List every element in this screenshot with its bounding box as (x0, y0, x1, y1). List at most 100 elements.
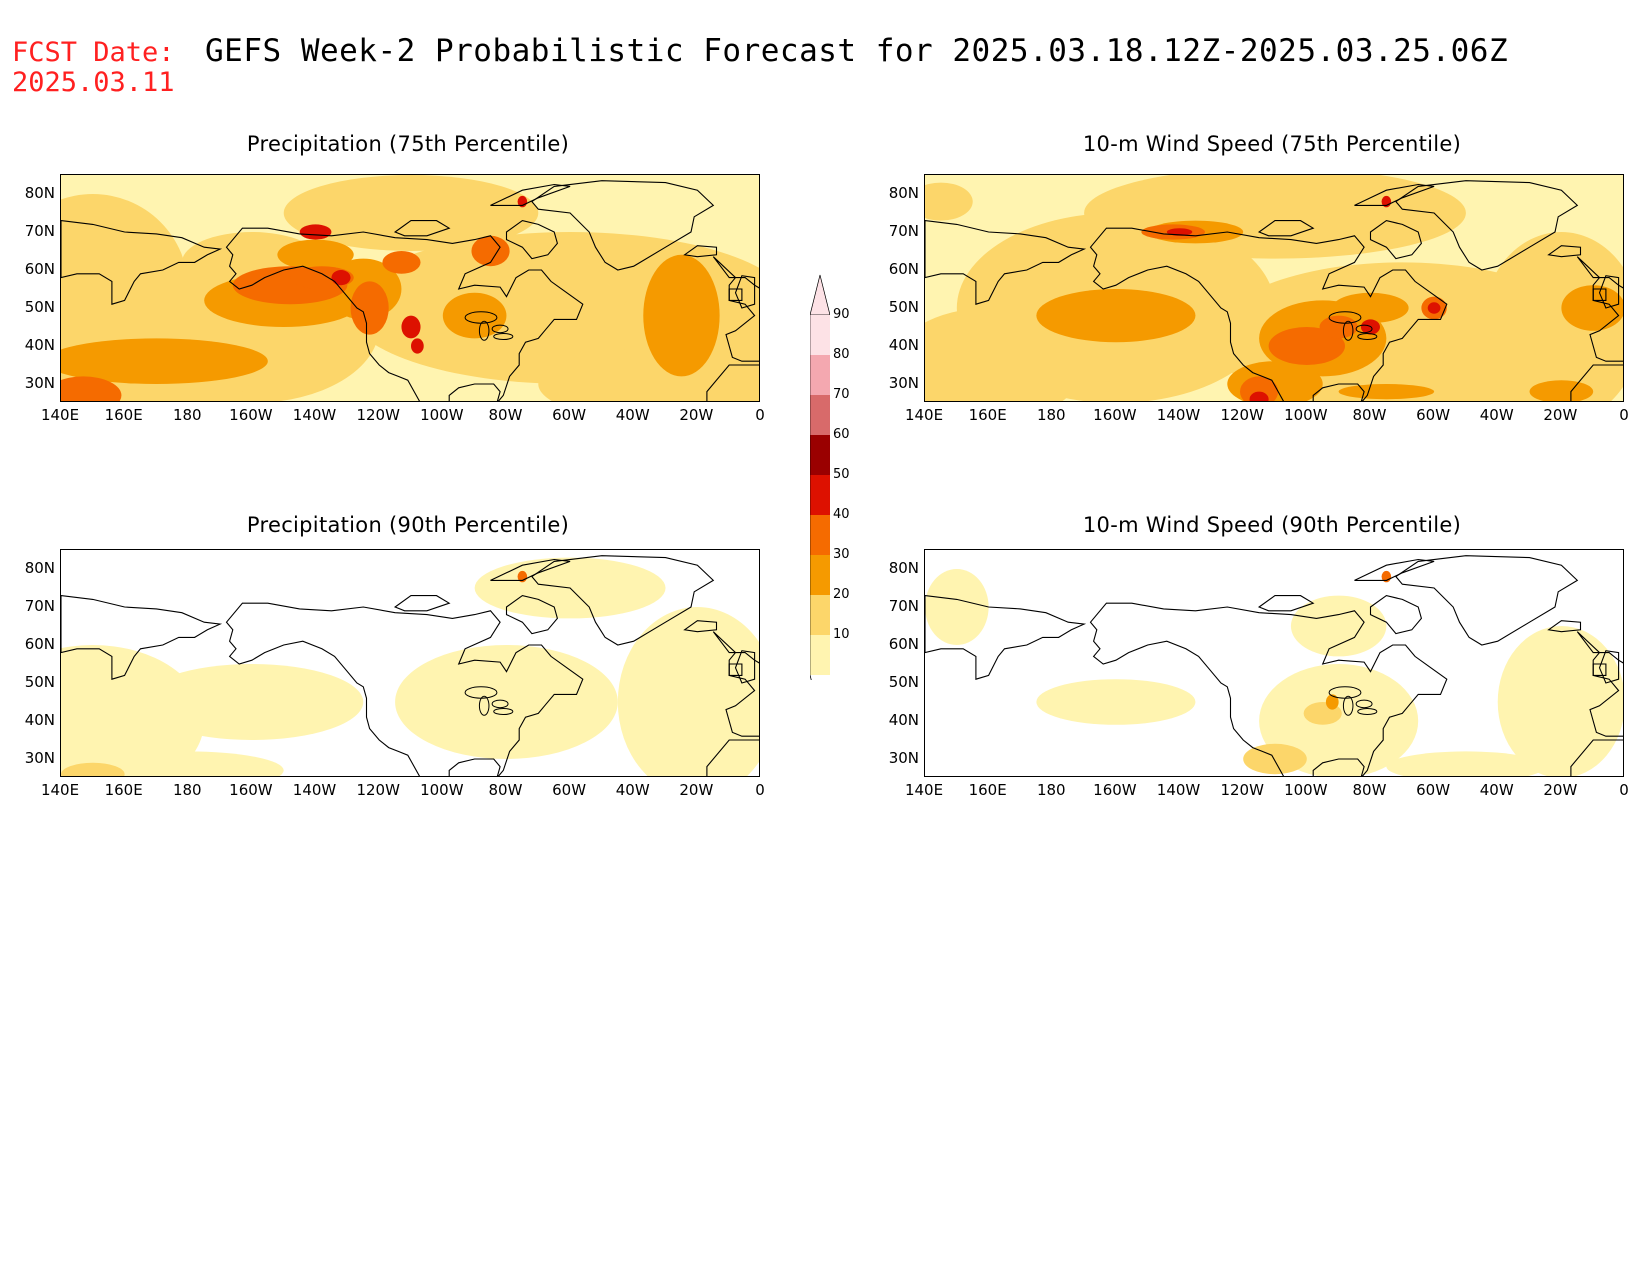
lon-label: 80W (1352, 406, 1387, 424)
coastline-ellesmere (1354, 183, 1435, 206)
coastline-greenland (531, 555, 715, 646)
lat-label: 30N (888, 749, 919, 767)
lat-label: 50N (24, 673, 55, 691)
coastline-great-lake (478, 695, 490, 716)
coastline-iceland (683, 245, 718, 258)
colorbar (810, 274, 830, 680)
lat-label: 70N (888, 597, 919, 615)
coastline-great-lake (493, 332, 514, 341)
probability-contour (1427, 302, 1441, 314)
lon-label: 160E (104, 406, 143, 424)
colorbar-tick-label: 90 (833, 307, 850, 322)
coastline-northAmerica (1089, 227, 1448, 401)
coastline-victoria (393, 220, 451, 237)
coastline-iceland (1547, 245, 1582, 258)
lon-label: 140W (292, 781, 337, 799)
probability-contour (299, 224, 332, 240)
lon-label: 140W (292, 406, 337, 424)
lon-label: 140W (1156, 406, 1201, 424)
coastline-greenland (531, 180, 715, 271)
probability-shading (925, 569, 1623, 776)
colorbar-tick-label: 10 (833, 627, 850, 642)
lat-label: 80N (24, 184, 55, 202)
coastline-great-lake (1357, 332, 1378, 341)
probability-contour (61, 376, 122, 401)
lon-label: 140E (40, 781, 80, 799)
lon-label: 160E (104, 781, 143, 799)
lon-label: 180 (1036, 781, 1066, 799)
probability-shading (61, 557, 759, 776)
probability-contour (1249, 391, 1269, 401)
lon-label: 140E (904, 406, 944, 424)
coastline-greenland (1395, 555, 1579, 646)
fcst-date-value: 2025.03.11 (12, 67, 175, 98)
coastline-africa (1570, 739, 1623, 776)
colorbar-bottom-edge (810, 674, 812, 680)
lat-label: 30N (24, 749, 55, 767)
colorbar-segment (810, 595, 830, 635)
coastline-asia (61, 220, 223, 305)
lon-label: 20W (679, 406, 714, 424)
lon-label: 20W (1543, 781, 1578, 799)
lat-label: 40N (888, 711, 919, 729)
lon-label: 80W (488, 406, 523, 424)
coastlines (925, 555, 1623, 776)
lon-label: 100W (420, 406, 464, 424)
probability-contour (1290, 595, 1387, 657)
lat-label: 60N (888, 260, 919, 278)
probability-contour (442, 292, 507, 339)
lon-label: 180 (1036, 406, 1066, 424)
lon-label: 140E (904, 781, 944, 799)
coastline-baffin (1369, 220, 1423, 260)
map-precip-90 (60, 549, 760, 777)
probability-contour (140, 664, 364, 740)
coastline-ireland (1592, 288, 1607, 301)
page-title: GEFS Week-2 Probabilistic Forecast for 2… (205, 33, 1509, 69)
coastline-ireland (1592, 663, 1607, 676)
coastline-africa (706, 739, 759, 776)
coastline-africa (1570, 364, 1623, 401)
probability-contour (401, 315, 421, 339)
panel-title-wind-90: 10-m Wind Speed (90th Percentile) (1082, 513, 1462, 537)
map-canvas (61, 555, 759, 776)
lat-label: 40N (24, 711, 55, 729)
colorbar-segment (810, 355, 830, 395)
lon-label: 40W (1479, 406, 1514, 424)
lon-label: 160W (1093, 406, 1137, 424)
coastlines (925, 180, 1623, 401)
coastline-great-lake (1357, 707, 1378, 716)
coastline-great-lake (1342, 695, 1354, 716)
lat-label: 80N (888, 559, 919, 577)
lat-label: 40N (24, 336, 55, 354)
map-wind-90 (924, 549, 1624, 777)
coastline-iceland (683, 620, 718, 633)
probability-contour (61, 338, 268, 384)
coastline-ireland (728, 288, 743, 301)
lon-label: 40W (1479, 781, 1514, 799)
lon-label: 120W (1220, 406, 1264, 424)
coastlines (61, 555, 759, 776)
lon-label: 160W (229, 781, 273, 799)
probability-contour (925, 569, 989, 645)
lon-label: 20W (1543, 406, 1578, 424)
lon-label: 120W (356, 781, 400, 799)
coastline-ireland (728, 663, 743, 676)
lon-label: 80W (488, 781, 523, 799)
probability-contour (382, 251, 421, 274)
lat-label: 50N (888, 298, 919, 316)
lon-label: 60W (552, 406, 587, 424)
lon-label: 180 (172, 781, 202, 799)
lat-label: 70N (24, 222, 55, 240)
map-canvas (925, 175, 1623, 401)
coastline-great-lake (1355, 324, 1373, 334)
lon-label: 160E (968, 781, 1007, 799)
probability-contour (61, 762, 125, 776)
probability-contour (1497, 626, 1623, 776)
colorbar-tick-label: 70 (833, 387, 850, 402)
probability-contour (1481, 232, 1623, 401)
probability-contour (92, 751, 284, 776)
colorbar-tick-label: 60 (833, 427, 850, 442)
probability-contour (283, 175, 539, 251)
lat-label: 50N (888, 673, 919, 691)
probability-contour (1036, 679, 1196, 725)
